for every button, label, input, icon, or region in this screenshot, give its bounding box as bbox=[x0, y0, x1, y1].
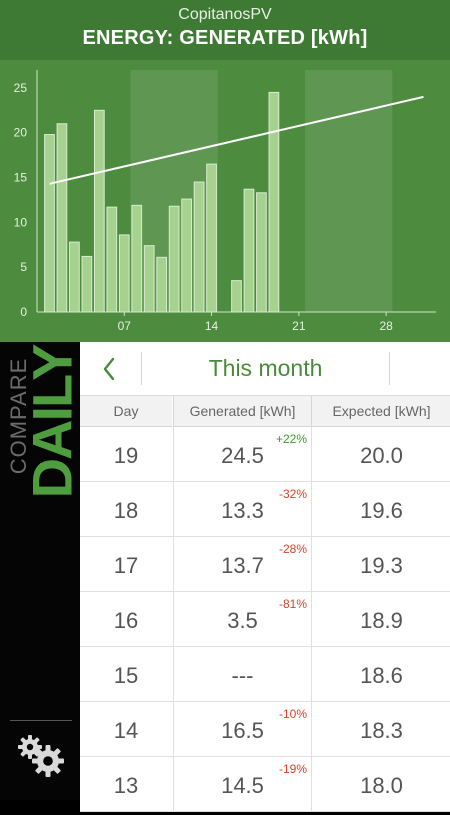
table-row[interactable]: 13 14.5 -19% 18.0 bbox=[80, 757, 450, 812]
generated-value: 13.3 bbox=[221, 498, 264, 523]
generated-cell: 13.3 -32% bbox=[173, 482, 311, 536]
period-label[interactable]: This month bbox=[208, 355, 323, 381]
expected-cell: 18.0 bbox=[311, 757, 450, 811]
chart-bar bbox=[156, 256, 168, 313]
nav-separator-left bbox=[141, 352, 142, 385]
week-band bbox=[305, 70, 393, 312]
day-cell: 18 bbox=[113, 498, 139, 523]
delta-badge: +22% bbox=[275, 432, 307, 446]
header: CopitanosPV ENERGY: GENERATED [kWh] bbox=[0, 0, 450, 60]
generated-value: 24.5 bbox=[221, 443, 264, 468]
page-title: ENERGY: GENERATED [kWh] bbox=[82, 27, 368, 49]
generated-cell: 16.5 -10% bbox=[173, 702, 311, 756]
chart-bar bbox=[131, 204, 143, 313]
day-cell: 19 bbox=[113, 443, 139, 468]
chart-bar bbox=[231, 280, 242, 313]
delta-badge: -32% bbox=[278, 487, 307, 501]
delta-badge: -19% bbox=[278, 762, 307, 776]
energy-chart[interactable]: 0 5 10 15 20 25 07 14 21 28 bbox=[0, 60, 450, 342]
expected-cell: 18.6 bbox=[311, 647, 450, 701]
column-header-generated: Generated [kWh] bbox=[173, 396, 311, 427]
sidebar bbox=[0, 342, 80, 800]
generated-value: 14.5 bbox=[221, 773, 264, 798]
expected-cell: 19.3 bbox=[311, 537, 450, 591]
y-tick-label: 10 bbox=[14, 215, 28, 229]
y-tick-label: 5 bbox=[20, 260, 27, 274]
chart-bar bbox=[181, 198, 192, 313]
table-row[interactable]: 18 13.3 -32% 19.6 bbox=[80, 482, 450, 537]
chart-bar bbox=[118, 234, 130, 313]
y-tick-label: 0 bbox=[20, 305, 27, 319]
chart-bar bbox=[206, 163, 217, 313]
expected-cell: 18.9 bbox=[311, 592, 450, 646]
table-row[interactable]: 16 3.5 -81% 18.9 bbox=[80, 592, 450, 647]
y-tick-label: 25 bbox=[14, 81, 28, 95]
generated-cell: 3.5 -81% bbox=[173, 592, 311, 646]
delta-badge: -10% bbox=[278, 707, 307, 721]
day-cell: 17 bbox=[113, 553, 139, 578]
chart-bar bbox=[106, 206, 118, 313]
chart-bar bbox=[243, 188, 255, 313]
column-header-expected: Expected [kWh] bbox=[311, 396, 450, 427]
chart-bar bbox=[256, 192, 267, 313]
expected-cell: 20.0 bbox=[311, 427, 450, 481]
x-tick-label: 28 bbox=[379, 319, 393, 333]
settings-button[interactable] bbox=[12, 730, 72, 780]
day-cell: 16 bbox=[113, 608, 139, 633]
chart-bar bbox=[268, 91, 280, 313]
generated-value: 16.5 bbox=[221, 718, 264, 743]
chevron-left-icon bbox=[103, 357, 115, 381]
period-nav-bar: This month bbox=[80, 342, 450, 396]
chart-bar bbox=[56, 123, 68, 313]
expected-cell: 19.6 bbox=[311, 482, 450, 536]
generated-cell: --- bbox=[173, 647, 311, 701]
expected-cell: 18.3 bbox=[311, 702, 450, 756]
gears-icon bbox=[18, 735, 64, 777]
expected-line bbox=[49, 95, 424, 185]
generated-value: 3.5 bbox=[227, 608, 258, 633]
chart-svg: 0 5 10 15 20 25 07 14 21 28 bbox=[14, 70, 436, 333]
chart-bar bbox=[168, 205, 180, 313]
chart-bar bbox=[193, 181, 205, 313]
table-row[interactable]: 15 --- 18.6 bbox=[80, 647, 450, 702]
generated-value: --- bbox=[231, 663, 254, 688]
delta-badge: -28% bbox=[278, 542, 307, 556]
table-row[interactable]: 17 13.7 -28% 19.3 bbox=[80, 537, 450, 592]
generated-cell: 24.5 +22% bbox=[173, 427, 311, 481]
day-cell: 13 bbox=[113, 773, 139, 798]
chart-bar bbox=[143, 245, 155, 313]
x-tick-label: 14 bbox=[205, 319, 219, 333]
chart-bar bbox=[69, 241, 80, 313]
mode-label-daily[interactable]: DAILY bbox=[21, 346, 84, 499]
mode-text: DAILY bbox=[20, 345, 84, 499]
generated-cell: 14.5 -19% bbox=[173, 757, 311, 811]
nav-separator-right bbox=[389, 352, 390, 385]
chart-bar bbox=[44, 134, 55, 313]
y-tick-label: 15 bbox=[14, 171, 28, 185]
y-tick-label: 20 bbox=[14, 126, 28, 140]
table-row[interactable]: 14 16.5 -10% 18.3 bbox=[80, 702, 450, 757]
chart-bar bbox=[93, 109, 105, 313]
day-cell: 15 bbox=[113, 663, 139, 688]
app-name: CopitanosPV bbox=[178, 6, 272, 23]
chart-bar bbox=[81, 255, 93, 313]
x-tick-label: 21 bbox=[292, 319, 306, 333]
x-tick-label: 07 bbox=[118, 319, 132, 333]
generated-value: 13.7 bbox=[221, 553, 264, 578]
generated-cell: 13.7 -28% bbox=[173, 537, 311, 591]
table-row[interactable]: 19 24.5 +22% 20.0 bbox=[80, 427, 450, 482]
comparison-panel: This month Day Generated [kWh] Expected … bbox=[80, 342, 450, 812]
back-button[interactable] bbox=[80, 342, 142, 395]
column-header-day: Day bbox=[80, 396, 172, 427]
sidebar-divider bbox=[10, 720, 72, 721]
day-cell: 14 bbox=[113, 718, 139, 743]
delta-badge: -81% bbox=[278, 597, 307, 611]
daily-table-body: 19 24.5 +22% 20.0 18 13.3 -32% 19.6 17 13.… bbox=[80, 427, 450, 812]
